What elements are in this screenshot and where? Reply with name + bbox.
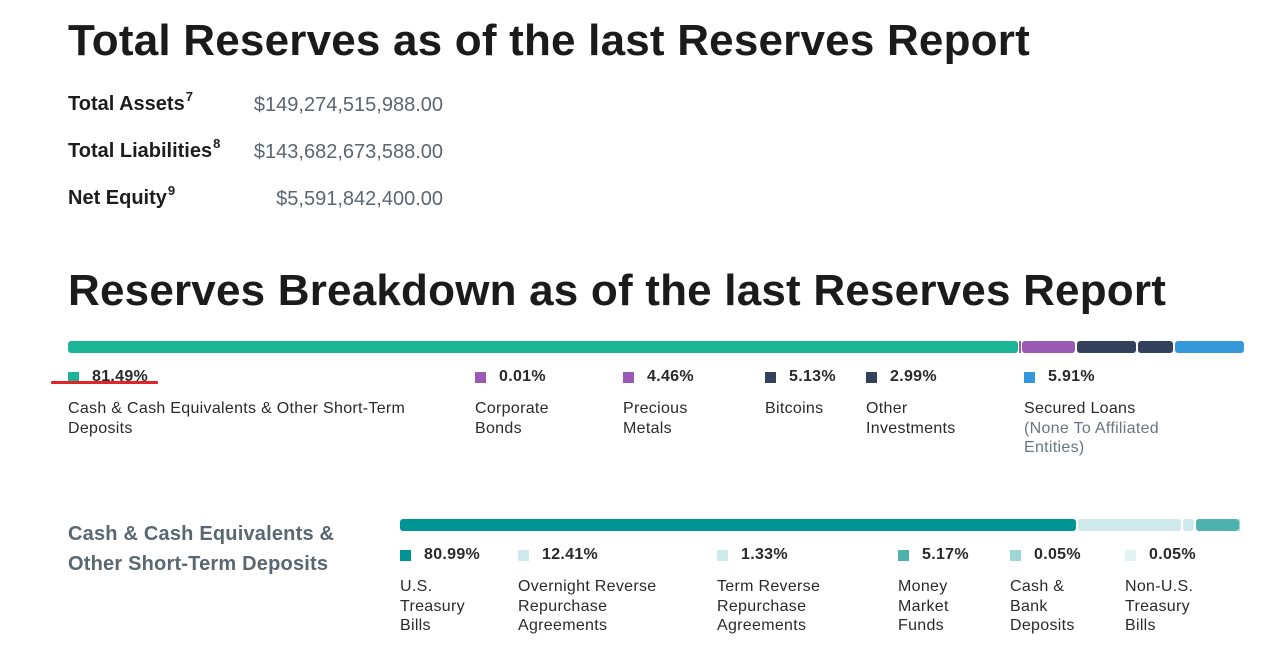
legend-swatch (475, 372, 486, 383)
cash-bar-cash-bank-deposits[interactable] (1239, 519, 1240, 531)
legend-swatch (898, 550, 909, 561)
legend-label: Money Market Funds (898, 578, 949, 634)
legend-swatch (623, 372, 634, 383)
legend-percent: 0.05% (1034, 546, 1081, 563)
legend-percent: 2.99% (890, 368, 937, 385)
breakdown-bar-secured-loans[interactable] (1175, 341, 1244, 353)
legend-percent: 0.05% (1149, 546, 1196, 563)
red-underline-annotation (51, 381, 158, 384)
total-liabilities-value: $143,682,673,588.00 (253, 141, 443, 163)
legend-swatch (1024, 372, 1035, 383)
total-assets-label: Total Assets (68, 93, 185, 115)
legend-swatch (518, 550, 529, 561)
legend-label: Overnight Reverse Repurchase Agreements (518, 578, 657, 634)
legend-percent: 5.91% (1048, 368, 1095, 385)
legend-label: Non-U.S. Treasury Bills (1125, 578, 1194, 634)
legend-swatch (1125, 550, 1136, 561)
legend-label: Cash & Bank Deposits (1010, 578, 1075, 634)
legend-label: Precious Metals (623, 400, 688, 437)
total-assets-row: Total Assets7 $149,274,515,988.00 (68, 89, 448, 119)
legend-percent: 81.49% (92, 368, 149, 385)
breakdown-bar-bitcoins[interactable] (1077, 341, 1136, 353)
legend-percent: 1.33% (741, 546, 788, 563)
legend-label: Other Investments (866, 400, 956, 437)
total-reserves-heading: Total Reserves as of the last Reserves R… (68, 16, 1030, 65)
legend-swatch (400, 550, 411, 561)
legend-percent: 12.41% (542, 546, 599, 563)
legend-percent: 5.17% (922, 546, 969, 563)
legend-percent: 5.13% (789, 368, 836, 385)
net-equity-value: $5,591,842,400.00 (276, 188, 443, 210)
breakdown-bar-cash[interactable] (68, 341, 1018, 353)
legend-label: Cash & Cash Equivalents & Other Short-Te… (68, 400, 406, 437)
legend-sublabel: (None To Affiliated Entities) (1024, 419, 1159, 457)
breakdown-bar-corporate-bonds[interactable] (1019, 341, 1021, 353)
net-equity-label: Net Equity (68, 187, 167, 209)
cash-bar-overnight-reverse-repo[interactable] (1078, 519, 1181, 531)
legend-percent: 80.99% (424, 546, 481, 563)
breakdown-bar-other-investments[interactable] (1138, 341, 1173, 353)
cash-bar-term-reverse-repo[interactable] (1183, 519, 1194, 531)
breakdown-bar-precious-metals[interactable] (1022, 341, 1075, 353)
legend-percent: 0.01% (499, 368, 546, 385)
legend-swatch (68, 372, 79, 383)
total-liabilities-label: Total Liabilities (68, 140, 213, 162)
legend-percent: 4.46% (647, 368, 694, 385)
legend-swatch (866, 372, 877, 383)
cash-section-title: Cash & Cash Equivalents & Other Short-Te… (68, 523, 335, 575)
net-equity-row: Net Equity9 $5,591,842,400.00 (68, 183, 448, 213)
net-equity-footnote[interactable]: 9 (167, 183, 176, 198)
cash-bar-money-market-funds[interactable] (1196, 519, 1239, 531)
legend-label: Secured Loans (1024, 400, 1136, 417)
cash-bar-us-treasury-bills[interactable] (400, 519, 1076, 531)
legend-label: Term Reverse Repurchase Agreements (717, 578, 821, 634)
total-liabilities-row: Total Liabilities8 $143,682,673,588.00 (68, 136, 448, 166)
legend-label: U.S. Treasury Bills (400, 578, 465, 634)
total-liabilities-footnote[interactable]: 8 (213, 136, 221, 151)
total-assets-footnote[interactable]: 7 (185, 89, 193, 104)
legend-swatch (1010, 550, 1021, 561)
reserves-breakdown-heading: Reserves Breakdown as of the last Reserv… (68, 266, 1167, 315)
legend-swatch (717, 550, 728, 561)
total-assets-value: $149,274,515,988.00 (253, 94, 443, 116)
legend-label: Bitcoins (765, 400, 824, 417)
legend-swatch (765, 372, 776, 383)
legend-label: Corporate Bonds (475, 400, 549, 437)
